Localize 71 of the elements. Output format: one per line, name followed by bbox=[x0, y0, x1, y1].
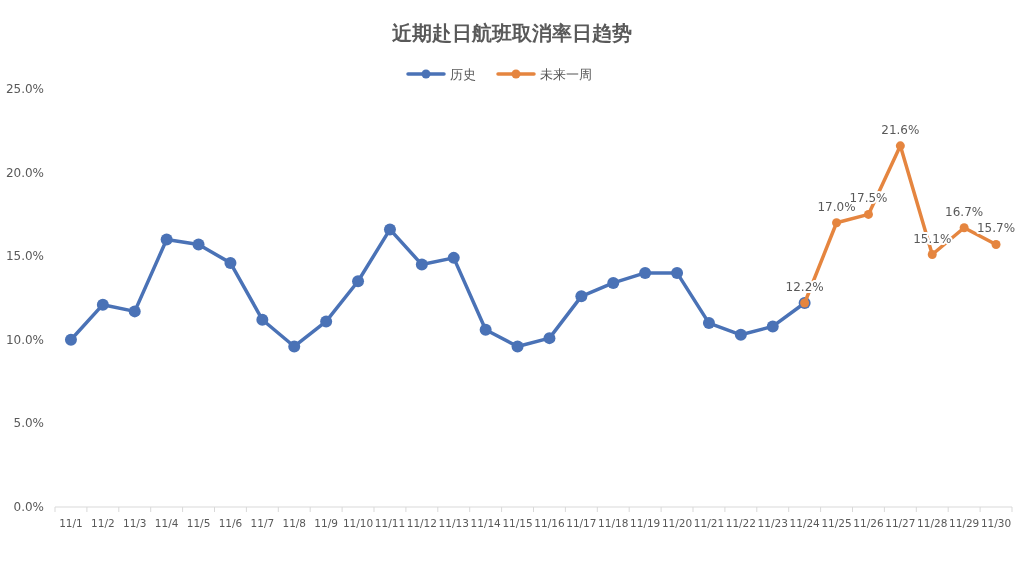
x-tick-label: 11/23 bbox=[757, 517, 788, 529]
x-tick-label: 11/28 bbox=[917, 517, 948, 529]
x-tick-label: 11/18 bbox=[598, 517, 629, 529]
x-tick-label: 11/22 bbox=[725, 517, 756, 529]
point bbox=[575, 290, 588, 303]
point bbox=[991, 240, 1001, 249]
x-tick-label: 11/24 bbox=[789, 517, 821, 529]
point bbox=[320, 315, 333, 328]
x-tick-label: 11/15 bbox=[502, 517, 533, 529]
point bbox=[256, 313, 269, 326]
point bbox=[607, 276, 620, 289]
point bbox=[543, 332, 556, 345]
x-tick-label: 11/12 bbox=[406, 517, 437, 529]
x-tick-label: 11/13 bbox=[438, 517, 469, 529]
point bbox=[863, 209, 873, 219]
y-tick-label: 20.0% bbox=[5, 165, 44, 180]
point bbox=[352, 275, 365, 288]
point bbox=[927, 250, 937, 260]
x-tick-label: 11/7 bbox=[250, 517, 275, 529]
point bbox=[64, 333, 77, 346]
x-tick-label: 11/5 bbox=[186, 517, 211, 529]
point bbox=[959, 223, 969, 233]
x-tick-label: 11/4 bbox=[154, 517, 179, 529]
x-tick-label: 11/27 bbox=[885, 517, 916, 529]
point bbox=[639, 266, 652, 279]
point bbox=[224, 256, 237, 269]
data-label: 21.6% bbox=[881, 122, 920, 137]
point bbox=[447, 251, 460, 264]
chart-title: 近期赴日航班取消率日趋势 bbox=[391, 21, 632, 45]
point bbox=[383, 223, 396, 236]
point bbox=[160, 233, 173, 246]
x-tick-label: 11/10 bbox=[342, 517, 374, 529]
y-tick-label: 0.0% bbox=[13, 500, 44, 514]
x-tick-label: 11/20 bbox=[661, 517, 693, 529]
point bbox=[702, 317, 715, 330]
point bbox=[895, 141, 905, 151]
point bbox=[479, 323, 492, 336]
point bbox=[671, 266, 684, 279]
x-tick-label: 11/16 bbox=[534, 517, 565, 529]
legend-label: 历史 bbox=[450, 67, 476, 82]
y-tick-label: 10.0% bbox=[5, 332, 44, 347]
x-tick-label: 11/3 bbox=[122, 517, 147, 529]
point bbox=[415, 258, 428, 271]
x-tick-label: 11/17 bbox=[566, 517, 597, 529]
point bbox=[288, 340, 301, 353]
point bbox=[734, 328, 747, 341]
point bbox=[128, 305, 141, 318]
point bbox=[766, 320, 779, 333]
x-tick-label: 11/1 bbox=[59, 517, 83, 529]
x-tick-label: 11/29 bbox=[949, 517, 980, 529]
x-tick-label: 11/6 bbox=[218, 517, 243, 529]
x-tick-label: 11/25 bbox=[821, 517, 852, 529]
x-tick-label: 11/14 bbox=[470, 517, 502, 529]
y-tick-label: 5.0% bbox=[13, 416, 44, 431]
x-tick-label: 11/19 bbox=[630, 517, 661, 529]
point bbox=[511, 340, 524, 353]
x-tick-label: 11/26 bbox=[853, 517, 884, 529]
x-tick-label: 11/30 bbox=[980, 517, 1012, 529]
data-label: 15.7% bbox=[976, 221, 1016, 236]
x-tick-label: 11/11 bbox=[374, 517, 406, 529]
point bbox=[192, 238, 205, 251]
data-label: 16.7% bbox=[945, 204, 984, 219]
x-tick-label: 11/21 bbox=[693, 517, 725, 529]
y-tick-label: 15.0% bbox=[5, 249, 44, 264]
x-tick-label: 11/8 bbox=[282, 517, 307, 529]
y-tick-label: 25.0% bbox=[5, 82, 44, 96]
x-tick-label: 11/2 bbox=[91, 517, 115, 529]
x-tick-label: 11/9 bbox=[314, 517, 338, 529]
legend-label: 未来一周 bbox=[540, 67, 592, 82]
point bbox=[832, 218, 842, 228]
point bbox=[96, 298, 109, 311]
